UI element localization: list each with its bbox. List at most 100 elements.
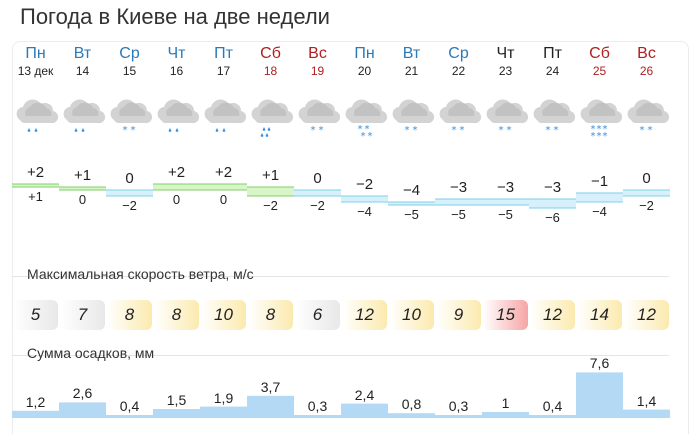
day-column[interactable]: Сб 18 [247, 44, 294, 137]
svg-text:*: * [319, 125, 324, 136]
day-column[interactable]: Ср 15 * * [106, 44, 153, 136]
day-of-week: Вс [308, 45, 327, 62]
temperature-band [106, 190, 153, 196]
svg-text:*: * [311, 125, 316, 136]
heavy-snow-cloud-icon: * * * * * * [576, 94, 623, 142]
temperature-min: +1 [28, 189, 43, 204]
precip-value: 2,4 [354, 386, 375, 403]
wind-section-label: Максимальная скорость ветра, м/с [27, 266, 254, 282]
day-column[interactable]: Вс 26 * * [623, 44, 670, 136]
temperature-band [247, 187, 294, 196]
wind-speed-cell: 8 [107, 300, 152, 330]
precip-value: 1,2 [25, 393, 46, 410]
svg-text:*: * [597, 124, 602, 135]
snow-cloud-icon: * * [623, 94, 670, 139]
svg-text:*: * [361, 131, 366, 139]
svg-text:*: * [603, 131, 608, 139]
day-date: 15 [122, 64, 137, 78]
day-column[interactable]: Пт 17 [200, 44, 247, 132]
wind-speed-cell: 6 [295, 300, 340, 330]
snow-cloud-icon: * * [482, 94, 529, 139]
precip-bar [341, 403, 388, 418]
day-column[interactable]: Ср 22 * * [435, 44, 482, 136]
precip-bar [435, 415, 482, 418]
svg-text:*: * [131, 125, 136, 136]
precip-value: 3,7 [260, 378, 281, 395]
day-of-week: Вс [637, 45, 656, 62]
svg-text:*: * [597, 131, 602, 139]
precip-bar [623, 409, 670, 418]
day-date: 20 [357, 64, 372, 78]
day-of-week: Сб [260, 45, 281, 62]
temperature-min: 0 [219, 192, 228, 207]
svg-text:*: * [591, 124, 596, 135]
svg-text:*: * [640, 125, 645, 136]
day-of-week: Чт [167, 45, 186, 62]
svg-text:*: * [358, 124, 363, 135]
day-column[interactable]: Сб 25 * * * * * * [576, 44, 623, 142]
temperature-max: −1 [590, 173, 609, 190]
temperature-max: 0 [313, 170, 322, 187]
temperature-band [435, 199, 482, 205]
temperature-min: −2 [122, 198, 137, 213]
day-date: 24 [545, 64, 560, 78]
svg-text:*: * [507, 125, 512, 136]
temperature-band [59, 187, 106, 190]
precipitation-graph [12, 372, 670, 418]
temperature-min: −5 [404, 207, 419, 222]
temperature-band [341, 196, 388, 202]
precip-value: 0,8 [401, 396, 422, 413]
temperature-max: +2 [214, 164, 233, 181]
day-column[interactable]: Вт 21 * * [388, 44, 435, 136]
wind-speed-cell: 9 [436, 300, 481, 330]
snow-cloud-icon: * * [294, 94, 341, 139]
precip-section-label: Сумма осадков, мм [27, 345, 155, 361]
day-date: 21 [404, 64, 419, 78]
precip-bar [12, 410, 59, 418]
rain-cloud-icon [153, 94, 200, 139]
precip-bar [576, 372, 623, 418]
day-date: 23 [498, 64, 513, 78]
day-column[interactable]: Пн 13 дек [12, 44, 59, 132]
day-column[interactable]: Вт 14 [59, 44, 106, 132]
svg-text:*: * [368, 131, 373, 139]
snow-cloud-icon: * * [388, 94, 435, 139]
temperature-min: 0 [78, 192, 87, 207]
wind-speed-cell: 12 [530, 300, 575, 330]
temperature-min: −5 [498, 207, 513, 222]
temperature-band [623, 190, 670, 196]
day-of-week: Вт [402, 45, 421, 62]
temperature-max: +2 [167, 164, 186, 181]
day-date: 13 дек [17, 64, 54, 78]
snow-cloud-icon: * * [435, 94, 482, 139]
day-column[interactable]: Вс 19 * * [294, 44, 341, 136]
day-column[interactable]: Пт 24 * * [529, 44, 576, 136]
precip-bar [529, 415, 576, 418]
svg-text:*: * [499, 125, 504, 136]
temperature-max: −2 [355, 176, 374, 193]
precip-value: 1,4 [636, 392, 657, 409]
svg-text:*: * [591, 131, 596, 139]
day-of-week: Пт [214, 45, 233, 62]
day-date: 25 [592, 64, 607, 78]
day-of-week: Вт [73, 45, 92, 62]
svg-text:*: * [554, 125, 559, 136]
temperature-band [153, 184, 200, 190]
temperature-max: 0 [125, 170, 134, 187]
svg-text:*: * [123, 125, 128, 136]
day-column[interactable]: Пн 20 * * * * [341, 44, 388, 142]
day-of-week: Пн [25, 45, 46, 62]
temperature-max: −4 [402, 182, 421, 199]
wind-speed-cell: 12 [342, 300, 387, 330]
day-column[interactable]: Чт 16 [153, 44, 200, 132]
rain-cloud-icon [12, 94, 59, 139]
snow-cloud-icon: * * * * [341, 94, 388, 142]
temperature-band [529, 199, 576, 208]
day-column[interactable]: Чт 23 * * [482, 44, 529, 136]
day-of-week: Сб [589, 45, 610, 62]
temperature-min: −2 [310, 198, 325, 213]
day-date: 26 [639, 64, 654, 78]
day-date: 16 [169, 64, 184, 78]
day-date: 14 [75, 64, 90, 78]
snow-cloud-icon: * * [529, 94, 576, 139]
